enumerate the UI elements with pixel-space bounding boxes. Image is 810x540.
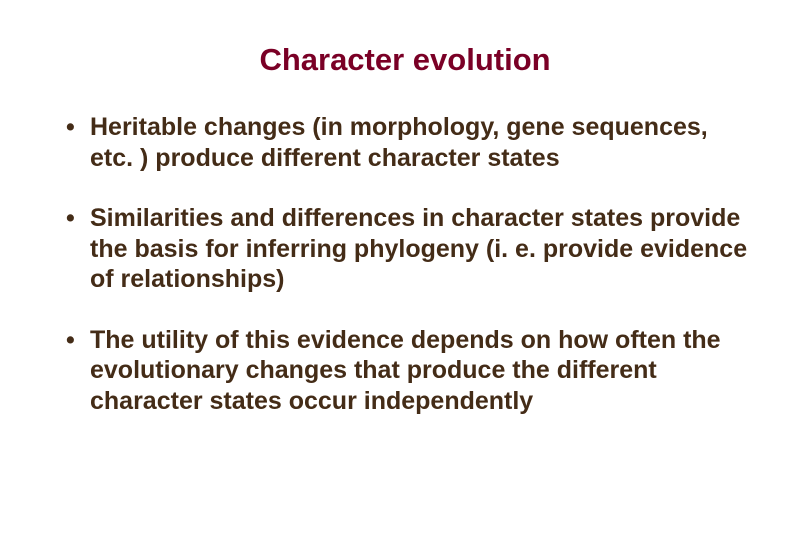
bullet-list: Heritable changes (in morphology, gene s… — [60, 112, 750, 416]
list-item: Heritable changes (in morphology, gene s… — [60, 112, 750, 173]
slide-title: Character evolution — [60, 42, 750, 78]
list-item: The utility of this evidence depends on … — [60, 325, 750, 417]
slide-container: Character evolution Heritable changes (i… — [0, 0, 810, 540]
list-item: Similarities and differences in characte… — [60, 203, 750, 295]
